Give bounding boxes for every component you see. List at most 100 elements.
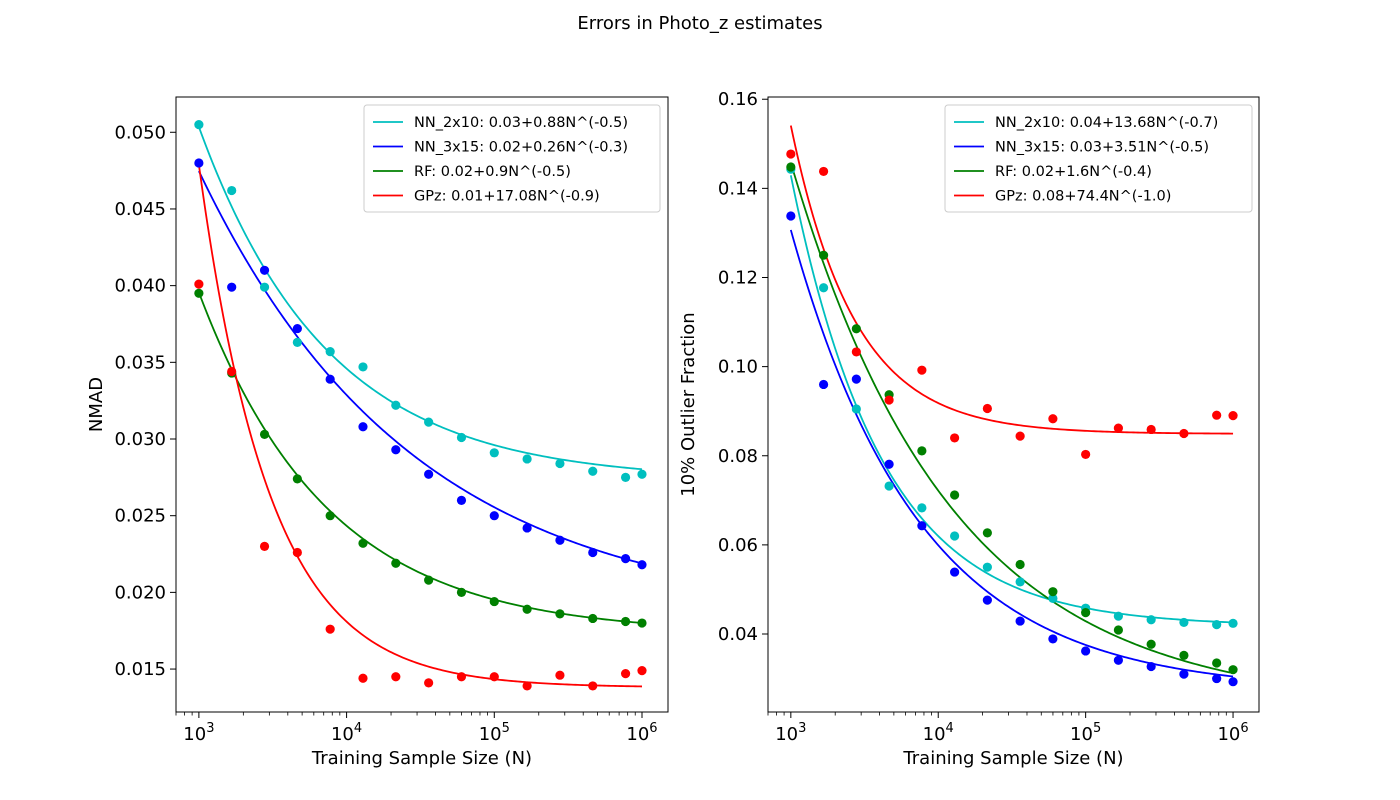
data-point-gpz bbox=[489, 672, 499, 682]
data-point-gpz bbox=[851, 347, 861, 357]
data-point-gpz bbox=[818, 166, 829, 177]
data-point-rf bbox=[424, 575, 434, 585]
x-tick-label: 104 bbox=[331, 721, 362, 745]
data-point-gpz bbox=[259, 541, 270, 551]
data-point-gpz bbox=[1146, 424, 1156, 435]
data-point-nn-3x15 bbox=[358, 422, 368, 432]
data-point-nn-3x15 bbox=[489, 511, 499, 521]
data-point-nn-2x10 bbox=[456, 432, 467, 443]
y-tick-label: 0.12 bbox=[718, 267, 758, 288]
data-point-nn-3x15 bbox=[786, 211, 796, 221]
data-point-gpz bbox=[950, 433, 960, 443]
data-point-rf bbox=[325, 511, 335, 521]
x-tick-label: 103 bbox=[183, 721, 214, 745]
x-tick-label: 106 bbox=[1217, 721, 1248, 745]
y-tick-label: 0.050 bbox=[114, 122, 166, 143]
data-point-nn-2x10 bbox=[1179, 617, 1189, 628]
data-point-nn-2x10 bbox=[1113, 611, 1123, 621]
data-point-nn-3x15 bbox=[555, 535, 565, 545]
data-point-gpz bbox=[391, 672, 401, 682]
fit-curve-rf bbox=[198, 292, 643, 624]
data-point-nn-3x15 bbox=[424, 469, 434, 479]
data-point-gpz bbox=[637, 665, 647, 676]
data-point-nn-3x15 bbox=[456, 495, 467, 505]
data-point-nn-3x15 bbox=[917, 521, 927, 531]
outlier-fraction-panel: 103 104 105 106 0.04 0.06 0.08 0.10 0.12 0.14 0.16… bbox=[678, 89, 1260, 769]
data-point-nn-3x15 bbox=[851, 374, 861, 384]
fit-curve-gpz bbox=[789, 125, 1234, 435]
data-point-gpz bbox=[194, 279, 204, 289]
data-point-nn-2x10 bbox=[358, 362, 368, 372]
data-point-nn-3x15 bbox=[1113, 655, 1123, 665]
data-point-nn-3x15 bbox=[982, 595, 992, 605]
data-point-nn-2x10 bbox=[489, 448, 499, 458]
data-point-nn-3x15 bbox=[1212, 673, 1222, 684]
legend-label: NN_3x15: 0.03+3.51N^(-0.5) bbox=[995, 140, 1209, 156]
data-point-gpz bbox=[982, 403, 992, 414]
legend-label: GPz: 0.08+74.4N^(-1.0) bbox=[995, 189, 1171, 205]
fit-curve-nn-3x15 bbox=[789, 229, 1234, 678]
x-axis-label: Training Sample Size (N) bbox=[311, 748, 532, 769]
data-point-nn-2x10 bbox=[194, 120, 204, 130]
data-point-nn-2x10 bbox=[637, 469, 647, 479]
fit-curve-nn-2x10 bbox=[789, 175, 1234, 624]
data-point-rf bbox=[1212, 658, 1222, 668]
data-point-nn-2x10 bbox=[982, 562, 992, 572]
data-point-rf bbox=[1081, 608, 1091, 618]
fit-curve-nn-2x10 bbox=[198, 126, 643, 471]
data-point-rf bbox=[1015, 559, 1025, 570]
axes-frame bbox=[175, 96, 669, 713]
legend-label: GPz: 0.01+17.08N^(-0.9) bbox=[414, 189, 600, 205]
data-point-gpz bbox=[884, 395, 894, 405]
axes-frame bbox=[767, 96, 1260, 713]
data-point-rf bbox=[851, 324, 861, 334]
data-point-rf bbox=[917, 446, 927, 456]
legend-label: NN_2x10: 0.04+13.68N^(-0.7) bbox=[995, 115, 1218, 131]
data-point-gpz bbox=[1081, 449, 1091, 460]
y-tick-label: 0.14 bbox=[718, 178, 758, 199]
data-point-nn-3x15 bbox=[259, 265, 270, 275]
data-point-nn-3x15 bbox=[292, 323, 302, 334]
data-point-nn-2x10 bbox=[1228, 618, 1238, 628]
legend bbox=[944, 104, 1253, 213]
data-point-nn-2x10 bbox=[1212, 620, 1222, 630]
y-tick-label: 0.04 bbox=[718, 624, 758, 645]
data-point-nn-2x10 bbox=[917, 503, 927, 513]
y-tick-label: 0.035 bbox=[114, 352, 166, 373]
data-point-nn-3x15 bbox=[1146, 661, 1156, 672]
data-point-gpz bbox=[1228, 411, 1238, 421]
data-point-rf bbox=[1146, 639, 1156, 649]
x-tick-label: 106 bbox=[626, 721, 657, 745]
data-point-gpz bbox=[1113, 423, 1123, 433]
legend-label: RF: 0.02+1.6N^(-0.4) bbox=[995, 164, 1152, 180]
data-point-gpz bbox=[424, 678, 434, 688]
data-point-nn-2x10 bbox=[292, 337, 302, 347]
x-tick-label: 103 bbox=[775, 721, 806, 745]
data-point-rf bbox=[259, 429, 270, 440]
data-point-nn-3x15 bbox=[1228, 677, 1238, 687]
data-point-rf bbox=[950, 490, 960, 500]
data-point-gpz bbox=[522, 681, 532, 691]
data-point-rf bbox=[786, 162, 796, 172]
data-point-gpz bbox=[358, 673, 368, 683]
fit-curve-rf bbox=[789, 162, 1234, 675]
data-point-nn-2x10 bbox=[1048, 593, 1058, 603]
data-point-nn-2x10 bbox=[424, 417, 434, 427]
data-point-nn-3x15 bbox=[325, 374, 335, 384]
data-point-nn-2x10 bbox=[620, 472, 631, 482]
data-point-nn-2x10 bbox=[391, 400, 401, 410]
data-point-nn-3x15 bbox=[1179, 669, 1189, 679]
data-point-rf bbox=[620, 616, 631, 627]
x-tick-label: 104 bbox=[923, 721, 954, 745]
y-tick-label: 0.015 bbox=[114, 659, 166, 680]
data-point-rf bbox=[1048, 587, 1058, 597]
nmad-panel: 103 104 105 106 0.015 0.020 0.025 0.030 0.035 0.0… bbox=[86, 96, 669, 769]
data-point-gpz bbox=[292, 547, 302, 558]
data-point-rf bbox=[391, 558, 401, 568]
data-point-rf bbox=[555, 609, 565, 619]
data-point-gpz bbox=[456, 672, 467, 682]
data-point-nn-2x10 bbox=[1015, 577, 1025, 587]
data-point-nn-2x10 bbox=[588, 466, 598, 476]
data-point-rf bbox=[588, 613, 598, 624]
data-point-nn-2x10 bbox=[227, 185, 237, 196]
